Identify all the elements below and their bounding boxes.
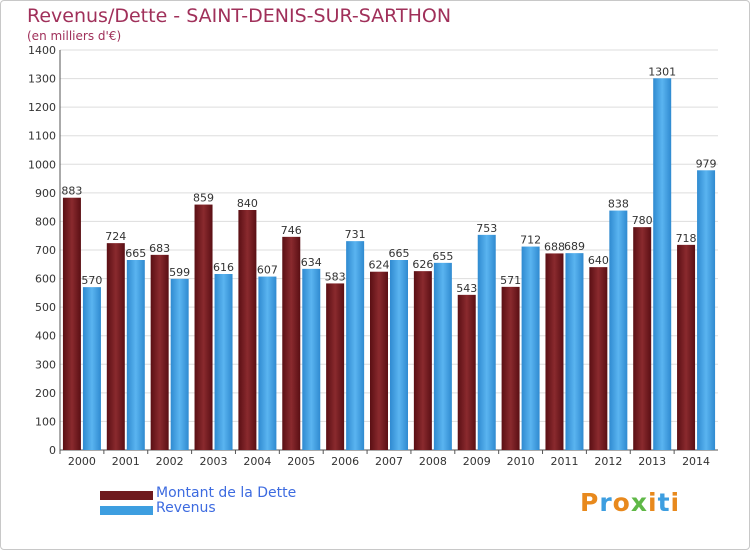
data-label: 599 xyxy=(169,266,190,279)
bar-dette xyxy=(106,243,125,450)
data-label: 665 xyxy=(389,247,410,260)
bar-dette xyxy=(589,267,608,450)
bar-revenus xyxy=(609,210,628,450)
y-tick-label: 100 xyxy=(35,415,56,428)
bar-dette xyxy=(457,294,476,450)
x-tick-label: 2002 xyxy=(156,455,184,468)
data-label: 724 xyxy=(105,230,126,243)
x-tick-label: 2007 xyxy=(375,455,403,468)
bar-revenus xyxy=(390,260,408,450)
y-tick-label: 300 xyxy=(35,358,56,371)
y-tick-label: 600 xyxy=(35,273,56,286)
x-tick-label: 2014 xyxy=(682,455,710,468)
data-label: 688 xyxy=(544,240,565,253)
bar-dette xyxy=(150,254,169,450)
bar-revenus xyxy=(346,241,365,450)
bar-revenus xyxy=(477,234,496,450)
x-tick-label: 2004 xyxy=(243,455,271,468)
data-label: 883 xyxy=(61,185,82,198)
data-label: 626 xyxy=(412,258,433,271)
bar-revenus xyxy=(653,78,672,451)
legend-swatch-revenus xyxy=(100,506,153,515)
bar-revenus xyxy=(170,278,189,450)
bar-dette xyxy=(370,271,388,450)
y-tick-label: 500 xyxy=(35,301,56,314)
bar-dette xyxy=(62,197,81,450)
x-tick-label: 2003 xyxy=(200,455,228,468)
y-tick-label: 800 xyxy=(35,215,56,228)
x-tick-label: 2011 xyxy=(550,455,578,468)
data-label: 753 xyxy=(476,222,497,235)
data-label: 712 xyxy=(520,234,541,247)
bar-revenus xyxy=(126,260,145,450)
x-tick-label: 2006 xyxy=(331,455,359,468)
bar-chart: 0 100 200 300 400 500 600 700 800 900 1000 1100 1200… xyxy=(28,44,718,468)
data-label: 571 xyxy=(500,274,521,287)
bar-dette xyxy=(677,244,696,450)
y-tick-label: 1400 xyxy=(28,44,56,57)
bar-revenus xyxy=(258,276,277,450)
data-label: 689 xyxy=(564,240,585,253)
bar-dette xyxy=(194,204,213,450)
bar-revenus xyxy=(214,274,233,450)
legend-label-revenus: Revenus xyxy=(156,500,216,516)
data-label: 583 xyxy=(325,270,346,283)
data-label: 731 xyxy=(345,228,366,241)
x-tick-label: 2001 xyxy=(112,455,140,468)
data-label: 607 xyxy=(257,264,278,277)
x-tick-label: 2013 xyxy=(638,455,666,468)
y-tick-label: 1300 xyxy=(28,73,56,86)
chart-subtitle: (en milliers d'€) xyxy=(27,29,122,43)
data-label: 624 xyxy=(369,259,390,272)
y-tick-label: 900 xyxy=(35,187,56,200)
data-label: 780 xyxy=(632,214,653,227)
x-tick-label: 2012 xyxy=(594,455,622,468)
data-label: 665 xyxy=(125,247,146,260)
bar-dette xyxy=(326,283,345,450)
data-label: 1301 xyxy=(648,65,676,78)
proxiti-logo: Proxiti xyxy=(580,488,681,517)
y-tick-label: 0 xyxy=(49,444,56,457)
data-label: 570 xyxy=(81,274,102,287)
y-tick-label: 700 xyxy=(35,244,56,257)
legend-swatch-dette xyxy=(100,491,153,500)
x-tick-label: 2010 xyxy=(507,455,535,468)
data-label: 840 xyxy=(237,197,258,210)
y-tick-label: 200 xyxy=(35,387,56,400)
y-tick-label: 1100 xyxy=(28,130,56,143)
x-tick-label: 2005 xyxy=(287,455,315,468)
data-label: 683 xyxy=(149,242,170,255)
data-label: 859 xyxy=(193,192,214,205)
legend-label-dette: Montant de la Dette xyxy=(156,485,297,501)
y-tick-label: 400 xyxy=(35,330,56,343)
x-tick-label: 2000 xyxy=(68,455,96,468)
bar-dette xyxy=(282,236,301,450)
bar-revenus xyxy=(302,268,321,450)
data-label: 640 xyxy=(588,254,609,267)
x-tick-label: 2008 xyxy=(419,455,447,468)
bar-revenus xyxy=(521,246,540,450)
y-tick-label: 1000 xyxy=(28,158,56,171)
data-label: 655 xyxy=(432,250,453,263)
data-label: 718 xyxy=(676,232,697,245)
bar-dette xyxy=(545,253,564,450)
bar-dette xyxy=(413,271,432,450)
bar-dette xyxy=(633,227,652,450)
data-label: 838 xyxy=(608,198,629,211)
bar-dette xyxy=(238,210,257,450)
data-label: 543 xyxy=(456,282,477,295)
bar-revenus xyxy=(82,287,101,450)
y-tick-label: 1200 xyxy=(28,101,56,114)
x-tick-label: 2009 xyxy=(463,455,491,468)
data-label: 746 xyxy=(281,224,302,237)
data-label: 979 xyxy=(696,157,717,170)
bar-revenus xyxy=(697,170,716,451)
chart-title: Revenus/Dette - SAINT-DENIS-SUR-SARTHON xyxy=(27,5,452,27)
data-label: 634 xyxy=(301,256,322,269)
data-label: 616 xyxy=(213,261,234,274)
bar-revenus xyxy=(565,253,584,450)
bar-dette xyxy=(501,286,520,450)
bar-revenus xyxy=(433,262,452,450)
